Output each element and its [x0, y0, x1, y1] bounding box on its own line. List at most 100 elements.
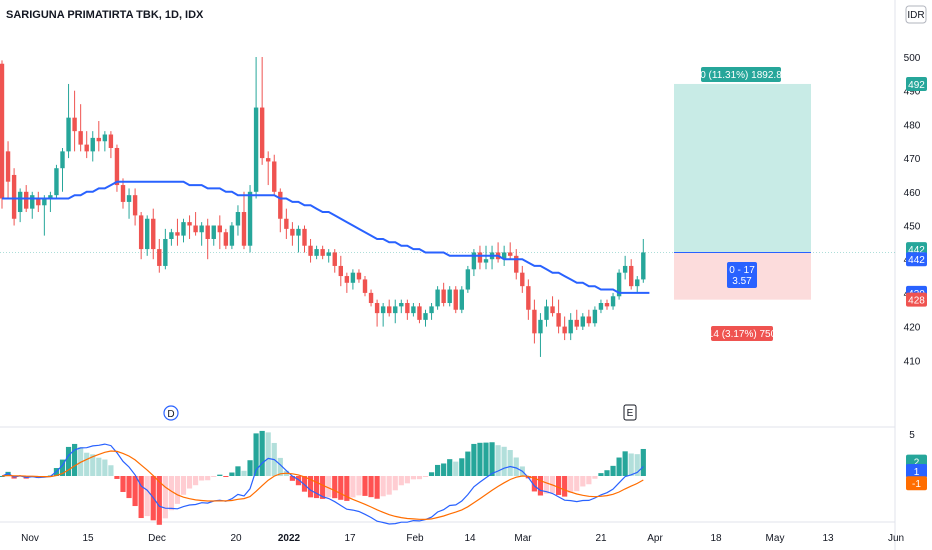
candle: [629, 259, 634, 290]
candle: [471, 249, 477, 277]
grid: [0, 0, 896, 550]
price-tick-label: 470: [904, 154, 921, 165]
macd-histogram-bar: [380, 476, 386, 497]
macd-histogram-bar: [338, 476, 344, 500]
macd-histogram-bar: [186, 476, 193, 489]
price-tick-label: 420: [904, 323, 921, 334]
candle: [405, 299, 410, 320]
macd-histogram-bar: [459, 458, 465, 476]
candle: [217, 215, 222, 250]
macd-histogram-bar: [368, 476, 374, 498]
macd-value-badge: -1: [906, 476, 927, 491]
entry-label-bg: [727, 262, 757, 288]
candle: [302, 225, 307, 253]
stop-label-bg: [711, 326, 773, 341]
candle: [17, 188, 23, 223]
candle-body: [423, 313, 428, 320]
candle: [247, 185, 253, 253]
earnings-marker[interactable]: E: [623, 404, 637, 421]
candle-body: [24, 191, 29, 209]
candle-body: [48, 195, 53, 199]
candle: [532, 299, 537, 344]
target-label[interactable]: 50 (11.31%) 1892.86: [695, 67, 788, 82]
time-tick-label: Mar: [514, 533, 532, 544]
macd-histogram-bar: [483, 442, 489, 476]
candle-body: [465, 269, 471, 290]
stop-label[interactable]: 14 (3.17%) 750: [708, 326, 777, 341]
candle: [556, 299, 561, 334]
entry-label[interactable]: 0 - 173.57: [727, 262, 757, 288]
candle-body: [229, 225, 235, 246]
candle: [635, 276, 640, 293]
candle-body: [211, 225, 216, 239]
candle: [544, 299, 549, 327]
candle-body: [350, 272, 356, 283]
candle: [399, 299, 404, 314]
candle: [501, 245, 507, 266]
candle: [411, 303, 416, 317]
candle-body: [635, 279, 640, 287]
candle: [36, 191, 41, 213]
candle-body: [199, 225, 204, 233]
macd-histogram-bar: [531, 476, 537, 492]
macd-histogram-bar: [386, 476, 392, 495]
candle: [465, 265, 471, 293]
dividend-circle: [163, 405, 179, 421]
currency-badge[interactable]: IDR: [905, 5, 927, 24]
time-tick-label: 15: [82, 533, 94, 544]
macd-histogram-bar: [477, 442, 483, 476]
macd-histogram-bar: [410, 476, 416, 480]
candle-body: [616, 272, 622, 297]
candle-body: [556, 313, 561, 327]
dividend-marker[interactable]: D: [163, 405, 179, 421]
candle-body: [145, 218, 150, 250]
price-axis-badge-text: 492: [908, 80, 925, 91]
candle-body: [562, 326, 567, 334]
macd-histogram-bar: [435, 464, 441, 476]
earnings-box: [623, 404, 637, 421]
macd-histogram-bar: [568, 476, 574, 493]
price-tick-label: 500: [904, 53, 921, 64]
candle: [441, 282, 446, 307]
macd-histogram-bar: [217, 474, 223, 476]
macd-histogram-bar: [610, 465, 616, 476]
candle: [435, 286, 440, 310]
macd-histogram-bar: [362, 476, 368, 496]
candle: [374, 299, 380, 327]
candle-body: [102, 134, 108, 142]
candle-body: [532, 309, 537, 334]
candle-body: [290, 228, 295, 236]
candle-body: [326, 252, 331, 256]
macd-histogram-bar: [537, 476, 544, 496]
candle: [278, 188, 283, 233]
candle-body: [641, 252, 646, 280]
candle: [193, 212, 198, 236]
candle: [199, 222, 204, 246]
candle-body: [459, 289, 464, 310]
position-zones[interactable]: [674, 83, 811, 300]
candle-body: [362, 279, 368, 293]
macd-histogram-bar: [229, 472, 235, 476]
candle: [5, 141, 11, 199]
macd-histogram-bar: [223, 476, 229, 477]
candle-body: [514, 255, 519, 273]
price-tick-label: 460: [904, 188, 921, 199]
macd-pane: [0, 430, 646, 525]
macd-histogram-bar: [126, 476, 132, 499]
macd-histogram-bar: [495, 445, 501, 476]
macd-histogram-bar: [144, 476, 150, 517]
candle-body: [157, 249, 162, 266]
macd-histogram-bar: [513, 457, 519, 476]
candle: [550, 296, 555, 317]
candle: [169, 228, 174, 246]
candle-body: [72, 117, 77, 132]
macd-histogram-bar: [307, 476, 314, 498]
time-tick-label: Dec: [148, 533, 166, 544]
candle-body: [592, 309, 598, 324]
candle: [11, 168, 17, 226]
candle: [483, 245, 489, 270]
signal-line: [1, 450, 644, 521]
candle: [235, 205, 241, 236]
target-zone[interactable]: [674, 83, 811, 253]
